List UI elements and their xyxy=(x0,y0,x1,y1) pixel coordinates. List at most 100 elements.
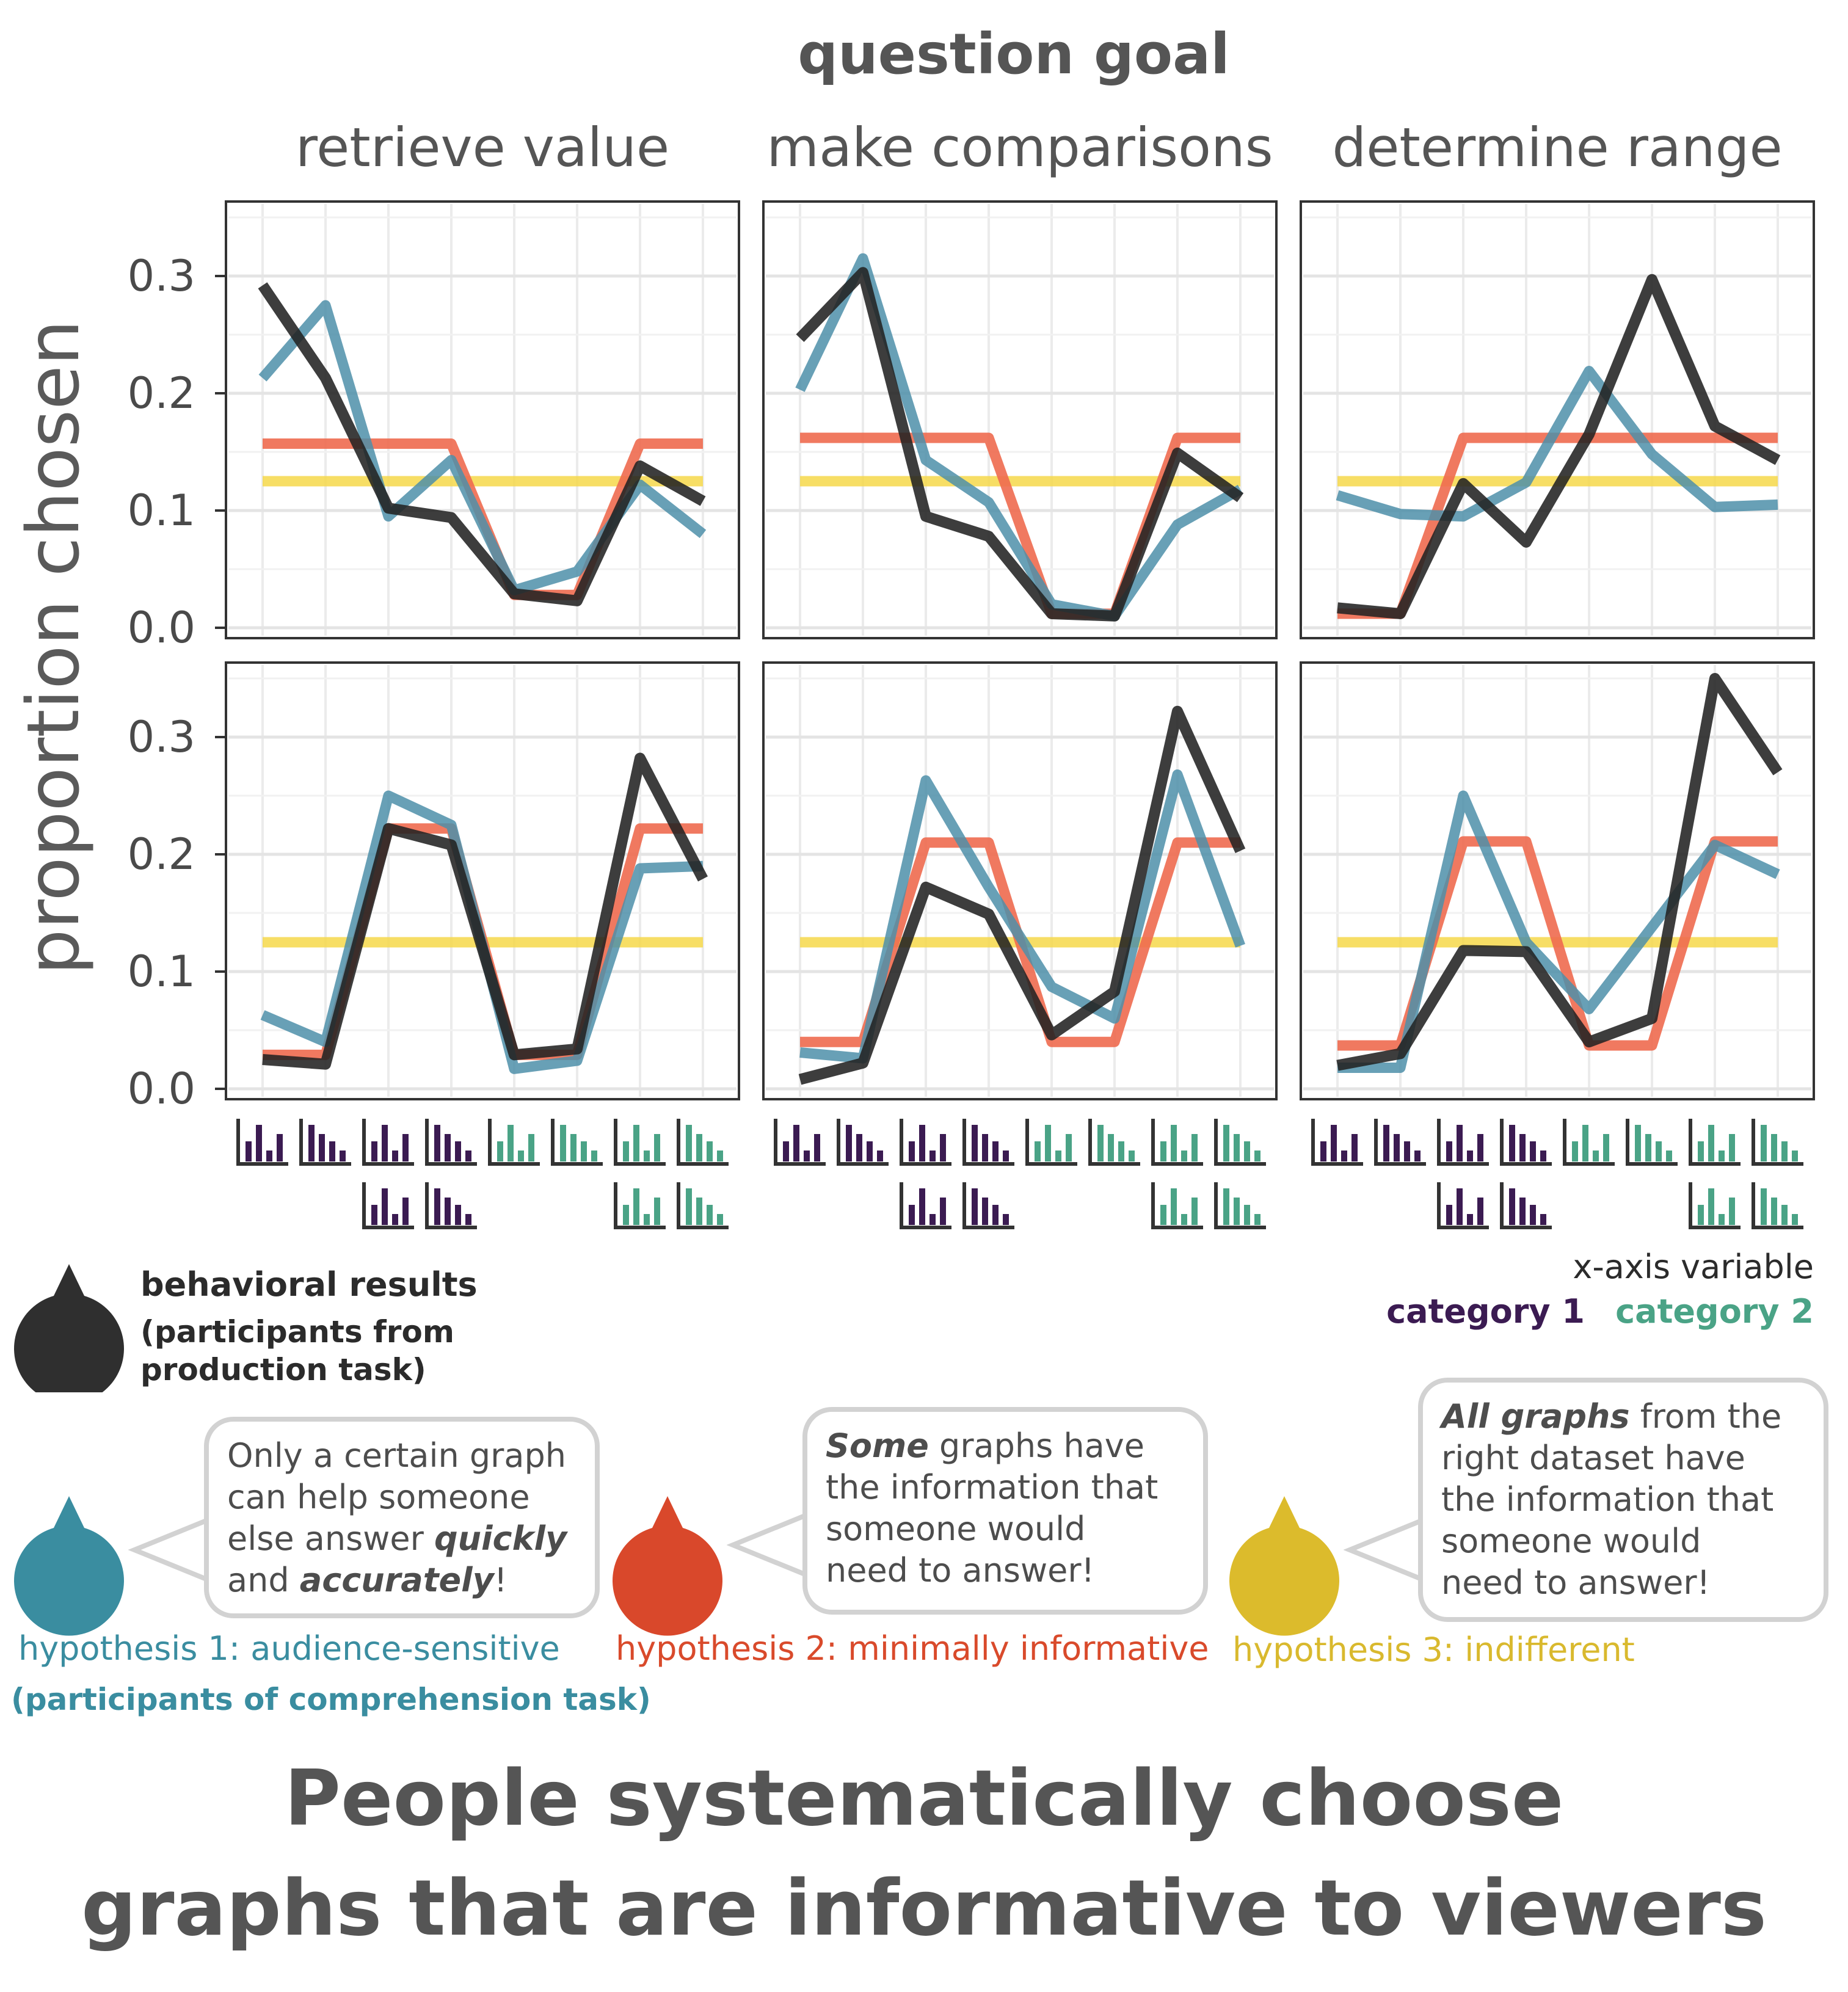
x-axis-graph-icon xyxy=(677,1182,729,1229)
icon-axis xyxy=(774,1119,826,1166)
icon-bar xyxy=(846,1125,852,1161)
icon-bar xyxy=(329,1141,335,1161)
icon-bar xyxy=(633,1188,639,1225)
x-axis-graph-icon xyxy=(299,1119,351,1166)
icon-bar xyxy=(1792,1214,1798,1225)
icon-bar xyxy=(919,1125,925,1161)
icon-bar xyxy=(1761,1125,1767,1161)
icon-bar xyxy=(972,1188,978,1225)
panel-frame xyxy=(1300,200,1815,639)
icon-axis xyxy=(614,1119,666,1166)
icon-axis xyxy=(900,1119,951,1166)
icon-axis xyxy=(551,1119,603,1166)
icon-bar xyxy=(1477,1134,1483,1161)
icon-bar xyxy=(1191,1134,1198,1161)
icon-bar xyxy=(445,1198,451,1225)
y-tick-label: 0.1 xyxy=(128,947,195,997)
icon-bar xyxy=(1035,1141,1041,1161)
icon-axis xyxy=(1214,1182,1266,1229)
x-axis-graph-icon xyxy=(1214,1182,1266,1229)
icon-bar xyxy=(455,1205,461,1225)
bubble-line: can help someone xyxy=(227,1478,530,1516)
icon-bar xyxy=(814,1134,820,1161)
hypothesis-3-bubble-tail xyxy=(1344,1518,1423,1582)
icon-axis xyxy=(299,1119,351,1166)
icon-bar xyxy=(1582,1125,1588,1161)
icon-bar xyxy=(266,1150,272,1161)
icon-bar xyxy=(1254,1214,1260,1225)
icon-bar xyxy=(1341,1150,1347,1161)
series-line-hypothesis2 xyxy=(1337,432,1778,619)
panel-title-2: make comparisons xyxy=(766,116,1273,179)
icon-axis xyxy=(1151,1182,1203,1229)
icon-axis xyxy=(1500,1182,1552,1229)
icon-bar xyxy=(1129,1150,1135,1161)
x-axis-graph-icon xyxy=(962,1182,1014,1229)
icon-axis xyxy=(488,1119,540,1166)
icon-bar xyxy=(246,1141,252,1161)
x-axis-graph-icon xyxy=(1025,1119,1077,1166)
icon-bar xyxy=(707,1141,713,1161)
behavioral-legend-title: behavioral results xyxy=(140,1265,478,1304)
x-axis-graph-icon xyxy=(1500,1119,1552,1166)
icon-axis xyxy=(1752,1182,1803,1229)
icon-bar xyxy=(696,1198,702,1225)
icon-bar xyxy=(1792,1150,1798,1161)
panel-2-3 xyxy=(1300,661,1815,1100)
hypothesis-1-bubble-tail xyxy=(128,1518,208,1582)
x-axis-graph-icon xyxy=(1151,1182,1203,1229)
y-tick-label: 0.3 xyxy=(128,251,195,301)
icon-bar xyxy=(940,1134,946,1161)
icon-bar xyxy=(402,1134,409,1161)
icon-bar xyxy=(633,1125,639,1161)
icon-bar xyxy=(1708,1125,1714,1161)
icon-bar xyxy=(1254,1150,1260,1161)
icon-bar xyxy=(1191,1198,1198,1225)
icon-bar xyxy=(1519,1198,1526,1225)
icon-axis xyxy=(362,1182,414,1229)
panel-title-3: determine range xyxy=(1332,116,1782,179)
icon-bar xyxy=(623,1141,629,1161)
x-axis-graph-icon xyxy=(425,1182,477,1229)
icon-bar xyxy=(1645,1134,1651,1161)
y-tick-label: 0.2 xyxy=(128,829,195,879)
hypothesis-3-label: hypothesis 3: indifferent xyxy=(1232,1630,1635,1669)
icon-axis xyxy=(677,1182,729,1229)
hypothesis-2-bubble-text: Some graphs have the information that some… xyxy=(826,1425,1185,1591)
icon-bar xyxy=(1698,1205,1704,1225)
y-tick-label: 0.2 xyxy=(128,368,195,418)
icon-bar xyxy=(256,1125,262,1161)
icon-bar xyxy=(972,1125,978,1161)
y-tick-label: 0.0 xyxy=(128,1064,195,1114)
icon-axis xyxy=(425,1182,477,1229)
icon-bar xyxy=(581,1141,587,1161)
series-line-hypothesis1 xyxy=(1337,790,1780,1073)
icon-bar xyxy=(340,1150,346,1161)
icon-bar xyxy=(1729,1198,1735,1225)
y-axis-label: proportion chosen xyxy=(11,320,95,975)
icon-axis xyxy=(1374,1119,1426,1166)
bubble-line: else answer quickly xyxy=(227,1519,567,1558)
icon-bar xyxy=(1223,1188,1229,1225)
icon-bar xyxy=(783,1141,789,1161)
icon-bar xyxy=(402,1198,409,1225)
header-title: question goal xyxy=(798,21,1229,87)
icon-bar xyxy=(392,1214,398,1225)
icon-bar xyxy=(654,1198,660,1225)
x-axis-legend: x-axis variable category 1 category 2 xyxy=(1325,1246,1814,1337)
icon-bar xyxy=(1593,1150,1599,1161)
icon-bar xyxy=(919,1188,925,1225)
icon-bar xyxy=(497,1141,503,1161)
icon-bar xyxy=(1603,1134,1609,1161)
icon-bar xyxy=(1108,1134,1114,1161)
icon-bar xyxy=(717,1150,723,1161)
x-axis-graph-icon xyxy=(1563,1119,1615,1166)
icon-bar xyxy=(1761,1188,1767,1225)
icon-bar xyxy=(1404,1141,1410,1161)
x-axis-graph-icon xyxy=(1752,1182,1803,1229)
x-axis-graph-icon xyxy=(1088,1119,1140,1166)
x-axis-graph-icon xyxy=(1626,1119,1678,1166)
icon-bar xyxy=(867,1141,873,1161)
series-line-behavioral xyxy=(796,267,1244,622)
hypothesis-1-label: hypothesis 1: audience-sensitive xyxy=(18,1629,560,1668)
